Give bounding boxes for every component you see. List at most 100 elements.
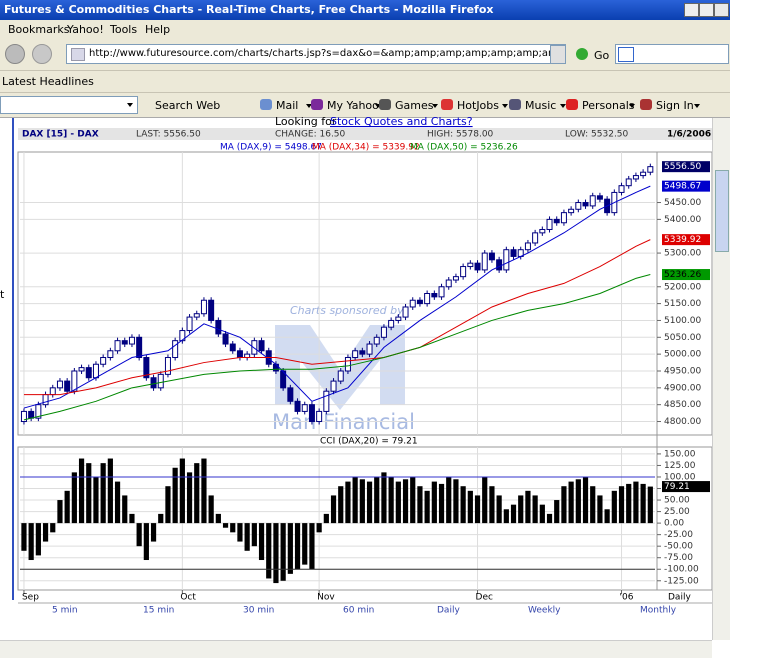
vertical-scrollbar[interactable]	[712, 118, 730, 640]
toolbar-item[interactable]: Search Web	[155, 99, 221, 112]
cci-bar	[496, 495, 502, 524]
price-label-box	[662, 180, 710, 192]
candle-body	[107, 350, 114, 359]
cci-bar	[316, 523, 322, 533]
cci-bar	[86, 463, 92, 524]
toolbar-item[interactable]: Music	[525, 99, 557, 112]
dropdown-arrow[interactable]	[694, 104, 700, 108]
cci-bar	[424, 490, 430, 524]
toolbar-item[interactable]: My Yahoo!	[327, 99, 384, 112]
url-dropdown[interactable]	[550, 45, 566, 64]
candle-body	[488, 252, 495, 261]
dropdown-arrow[interactable]	[306, 104, 312, 108]
left-panel: t	[0, 118, 14, 600]
y-tick-label: 4850.00	[664, 400, 701, 410]
dropdown-arrow[interactable]	[127, 103, 133, 107]
menu-bar: Bookmarks Yahoo! Tools Help	[0, 20, 730, 39]
url-bar[interactable]: http://www.futuresource.com/charts/chart…	[66, 44, 566, 64]
dropdown-arrow[interactable]	[432, 104, 438, 108]
candle-body	[568, 208, 575, 214]
cci-bar	[338, 486, 344, 524]
cci-bar	[546, 513, 553, 524]
toolbar-item[interactable]: Personals	[582, 99, 635, 112]
y-tick-label: 5100.00	[664, 316, 701, 326]
candle-body	[380, 326, 387, 338]
toolbar-search-input[interactable]	[0, 96, 138, 114]
candle-body	[20, 410, 27, 423]
candle-body	[208, 299, 215, 321]
cci-bar	[460, 486, 466, 524]
menu-item[interactable]: Tools	[110, 23, 138, 36]
cci-bar	[597, 495, 603, 524]
toolbar-icon	[379, 99, 391, 110]
candle-body	[179, 330, 186, 342]
y-tick-label: 5050.00	[664, 333, 701, 343]
dropdown-arrow[interactable]	[560, 104, 566, 108]
toolbar-icon	[139, 99, 151, 110]
y-tick-label: 5400.00	[664, 215, 701, 225]
banner-link[interactable]: Stock Quotes and Charts?	[330, 115, 473, 128]
candle-body	[272, 363, 279, 372]
go-button[interactable]: Go	[594, 49, 610, 62]
menu-item[interactable]: Yahoo!	[67, 23, 104, 36]
dropdown-arrow[interactable]	[502, 104, 508, 108]
cci-bar	[215, 513, 221, 524]
timeframe-link[interactable]: Monthly	[640, 606, 677, 616]
toolbar-item[interactable]: HotJobs	[457, 99, 500, 112]
cci-bar	[510, 504, 517, 524]
search-box[interactable]	[615, 44, 729, 64]
minimize-button[interactable]	[684, 3, 699, 17]
cci-bar	[618, 486, 625, 524]
maximize-button[interactable]	[699, 3, 714, 17]
window-title: Futures & Commodities Charts - Real-Time…	[4, 3, 494, 16]
quote-field: LOW: 5532.50	[565, 130, 629, 140]
x-tick-label: Dec	[476, 593, 493, 603]
y-tick-label: -125.00	[664, 576, 699, 586]
cci-bar	[165, 486, 171, 524]
dropdown-arrow[interactable]	[375, 104, 381, 108]
chart-date: 1/6/2006	[667, 130, 711, 140]
menu-item[interactable]: Bookmarks	[8, 23, 70, 36]
left-panel-text: t	[0, 288, 5, 301]
dropdown-arrow[interactable]	[629, 104, 635, 108]
cci-bar	[280, 523, 286, 581]
home-button[interactable]	[32, 44, 52, 64]
scroll-thumb[interactable]	[715, 170, 729, 252]
cci-bar	[647, 486, 653, 524]
timeframe-link[interactable]: Daily	[437, 606, 460, 616]
y-tick-label: 4950.00	[664, 366, 701, 376]
toolbar-item[interactable]: Mail	[276, 99, 299, 112]
horizontal-scrollbar[interactable]	[0, 640, 712, 658]
timeframe-link[interactable]: 30 min	[243, 606, 274, 616]
close-button[interactable]	[714, 3, 729, 17]
toolbar-item[interactable]: Sign In	[656, 99, 694, 112]
candle-body	[409, 299, 416, 308]
candle-body	[424, 293, 431, 305]
y-tick-label: 5000.00	[664, 350, 701, 360]
cci-bar	[467, 490, 473, 524]
cci-bar	[107, 458, 113, 524]
stop-button[interactable]	[5, 44, 25, 64]
toolbar-item[interactable]: Games	[395, 99, 434, 112]
candle-body	[445, 279, 452, 288]
cci-bar	[438, 483, 445, 524]
cci-bar	[158, 513, 164, 524]
y-tick-label: -25.00	[664, 530, 693, 540]
candle-body	[236, 350, 243, 359]
go-icon[interactable]	[576, 48, 588, 60]
toolbar-icon	[441, 99, 453, 110]
price-label: 5339.92	[664, 235, 701, 245]
timeframe-link[interactable]: 5 min	[52, 606, 78, 616]
site-icon	[71, 48, 85, 61]
timeframe-link[interactable]: 60 min	[343, 606, 374, 616]
candle-body	[323, 390, 330, 412]
cci-bar	[395, 481, 401, 524]
bookmark[interactable]: Latest Headlines	[2, 75, 94, 88]
candle-body	[92, 363, 99, 379]
price-label-box	[662, 269, 710, 281]
x-end-label: Daily	[668, 593, 691, 603]
menu-item[interactable]: Help	[145, 23, 171, 36]
y-tick-label: 4900.00	[664, 383, 701, 393]
timeframe-link[interactable]: Weekly	[528, 606, 561, 616]
timeframe-link[interactable]: 15 min	[143, 606, 174, 616]
